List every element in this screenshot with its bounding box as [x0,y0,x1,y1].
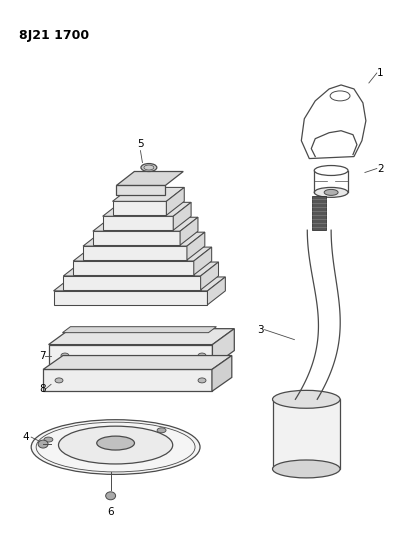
Polygon shape [73,261,194,275]
Polygon shape [73,247,212,261]
Polygon shape [173,203,191,230]
Polygon shape [103,216,173,230]
Ellipse shape [141,164,157,172]
Polygon shape [213,329,234,367]
Polygon shape [113,188,184,201]
Polygon shape [93,217,198,231]
Ellipse shape [58,426,173,464]
Polygon shape [116,185,165,196]
Polygon shape [62,327,216,333]
Ellipse shape [157,428,166,433]
Polygon shape [49,329,234,345]
Ellipse shape [324,189,338,196]
Ellipse shape [61,353,69,358]
Polygon shape [63,276,201,290]
Ellipse shape [106,492,115,500]
Ellipse shape [273,390,340,408]
Polygon shape [116,172,183,185]
Ellipse shape [38,440,48,448]
Text: 5: 5 [137,139,144,149]
Polygon shape [83,232,205,246]
Polygon shape [93,231,180,245]
Text: 8J21 1700: 8J21 1700 [19,29,89,42]
Ellipse shape [44,437,53,442]
Text: 7: 7 [39,351,46,360]
Ellipse shape [273,460,340,478]
Text: 6: 6 [107,507,114,516]
Polygon shape [53,277,225,291]
Polygon shape [63,262,219,276]
Polygon shape [187,232,205,260]
Text: 2: 2 [377,164,384,174]
Polygon shape [49,345,213,367]
Polygon shape [166,188,184,215]
Ellipse shape [314,188,348,197]
Ellipse shape [198,378,206,383]
Polygon shape [208,277,225,305]
Bar [312,196,326,230]
Polygon shape [43,369,212,391]
Polygon shape [103,203,191,216]
Text: 3: 3 [257,325,264,335]
Polygon shape [180,217,198,245]
Ellipse shape [55,378,63,383]
Text: 4: 4 [22,432,29,442]
Polygon shape [212,356,232,391]
Text: 8: 8 [39,384,46,394]
Ellipse shape [31,419,200,474]
Polygon shape [83,246,187,260]
Bar [273,399,340,469]
Ellipse shape [198,353,206,358]
Polygon shape [201,262,219,290]
Polygon shape [194,247,212,275]
Polygon shape [113,201,166,215]
Ellipse shape [97,436,135,450]
Text: 1: 1 [377,68,384,78]
Polygon shape [43,356,232,369]
Polygon shape [53,291,208,305]
